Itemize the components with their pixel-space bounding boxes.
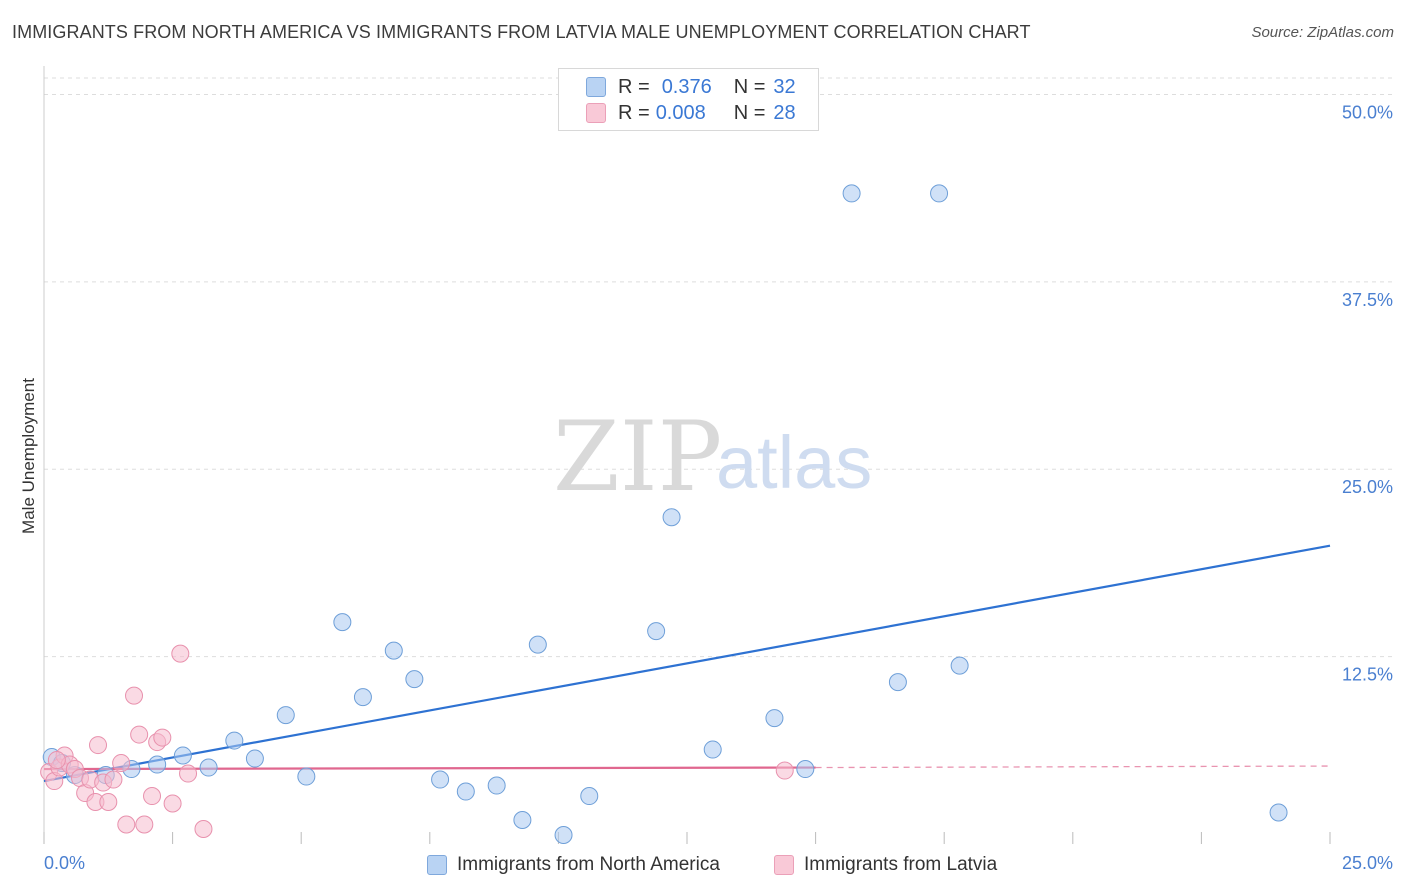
point-north-america-31 xyxy=(950,656,969,675)
point-north-america-28 xyxy=(842,184,861,203)
legend-swatch-pink xyxy=(586,103,606,123)
point-latvia-12 xyxy=(99,793,118,812)
legend-r-value: 0.008 xyxy=(655,101,706,124)
point-north-america-22 xyxy=(580,787,599,806)
bottom-legend-latvia: Immigrants from Latvia xyxy=(774,852,997,878)
point-north-america-27 xyxy=(796,760,815,779)
y-tick-label-2: 37.5% xyxy=(1342,290,1393,310)
bottom-legend-swatch-pink xyxy=(774,855,794,875)
legend-n-label: N = xyxy=(733,75,766,98)
y-tick-labels: 12.5% 25.0% 37.5% 50.0% xyxy=(1342,102,1393,684)
point-north-america-32 xyxy=(1269,803,1288,822)
bottom-legend-swatch-blue xyxy=(427,855,447,875)
legend-r-value: 0.376 xyxy=(661,75,712,98)
point-north-america-17 xyxy=(456,782,475,801)
point-north-america-25 xyxy=(703,740,722,759)
point-north-america-6 xyxy=(173,746,192,765)
point-latvia-10 xyxy=(89,736,108,755)
legend-swatch-blue xyxy=(586,77,606,97)
point-north-america-10 xyxy=(276,706,295,725)
point-north-america-15 xyxy=(405,670,424,689)
bottom-legend-label: Immigrants from Latvia xyxy=(804,854,998,875)
point-latvia-24 xyxy=(179,764,198,783)
y-tick-label-1: 25.0% xyxy=(1342,477,1393,497)
watermark: ZIP atlas xyxy=(553,401,872,513)
gridlines xyxy=(44,77,1393,658)
point-north-america-13 xyxy=(353,688,372,707)
point-north-america-26 xyxy=(765,709,784,728)
y-axis-label: Male Unemployment xyxy=(19,378,38,534)
point-latvia-19 xyxy=(143,787,162,806)
legend-n-value: 28 xyxy=(773,101,796,124)
point-latvia-16 xyxy=(125,686,144,705)
trend-line-dashed-latvia xyxy=(815,765,1331,769)
point-north-america-16 xyxy=(431,770,450,789)
legend-row-latvia: R = 0.008 N = 28 xyxy=(559,100,796,126)
point-north-america-29 xyxy=(930,184,949,203)
point-latvia-15 xyxy=(117,815,136,834)
point-latvia-22 xyxy=(163,794,182,813)
watermark-zip: ZIP xyxy=(553,401,722,513)
trend-line-north-america xyxy=(43,544,1331,783)
point-latvia-21 xyxy=(153,728,172,747)
bottom-legend-label: Immigrants from North America xyxy=(457,854,720,875)
point-north-america-19 xyxy=(513,811,532,830)
point-latvia-18 xyxy=(135,815,154,834)
point-north-america-7 xyxy=(199,758,218,777)
legend-r-label: R = xyxy=(618,75,650,98)
point-latvia-25 xyxy=(194,820,213,839)
trend-line-latvia xyxy=(43,766,816,771)
chart-title: IMMIGRANTS FROM NORTH AMERICA VS IMMIGRA… xyxy=(12,22,1031,42)
watermark-atlas: atlas xyxy=(716,421,872,504)
legend: R = 0.376 N = 32 R = 0.008 N = 28 xyxy=(558,68,819,131)
point-latvia-17 xyxy=(130,725,149,744)
trend-lines xyxy=(43,544,1331,783)
bottom-legend-north-america: Immigrants from North America xyxy=(427,852,720,878)
source-label: Source: ZipAtlas.com xyxy=(1251,24,1394,41)
x-tick-max: 25.0% xyxy=(1342,853,1393,873)
x-tick-min: 0.0% xyxy=(44,853,85,873)
point-latvia-13 xyxy=(104,770,123,789)
point-north-america-11 xyxy=(297,767,316,786)
legend-n-value: 32 xyxy=(773,75,796,98)
y-tick-label-0: 12.5% xyxy=(1342,665,1393,685)
legend-row-north-america: R = 0.376 N = 32 xyxy=(559,74,796,100)
point-north-america-20 xyxy=(528,635,547,654)
point-north-america-24 xyxy=(662,508,681,527)
point-north-america-12 xyxy=(333,613,352,632)
point-north-america-18 xyxy=(487,776,506,795)
point-north-america-21 xyxy=(554,826,573,845)
point-north-america-30 xyxy=(888,673,907,692)
y-tick-label-3: 50.0% xyxy=(1342,102,1393,122)
point-north-america-14 xyxy=(384,641,403,660)
legend-r-label: R = xyxy=(618,101,650,124)
point-north-america-8 xyxy=(225,731,244,750)
point-north-america-9 xyxy=(245,749,264,768)
point-north-america-5 xyxy=(148,755,167,774)
point-latvia-23 xyxy=(171,644,190,663)
point-north-america-23 xyxy=(647,622,666,641)
x-tick-labels: 0.0% 25.0% xyxy=(44,853,1393,873)
legend-n-label: N = xyxy=(733,101,766,124)
data-points xyxy=(40,184,1288,845)
point-latvia-26 xyxy=(775,761,794,780)
y-axis-title: Male Unemployment xyxy=(19,378,38,534)
point-latvia-14 xyxy=(112,754,131,773)
point-latvia-27 xyxy=(47,751,66,770)
